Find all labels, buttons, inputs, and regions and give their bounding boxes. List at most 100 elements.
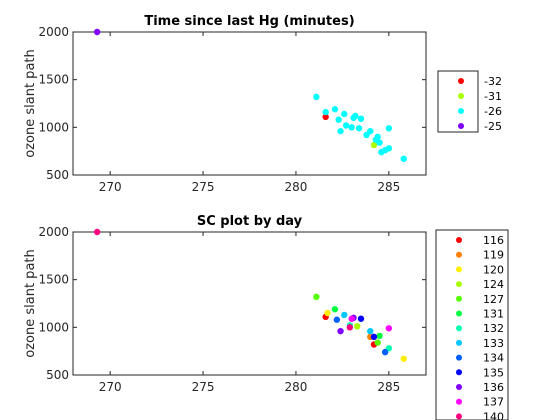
data-point — [376, 139, 383, 146]
legend-marker — [456, 339, 462, 346]
y-tick-label: 1000 — [38, 120, 69, 134]
data-point — [367, 327, 374, 335]
legend-marker — [456, 398, 462, 405]
y-tick-label: 1000 — [38, 320, 69, 334]
data-point — [346, 324, 354, 331]
y-tick-label: 1500 — [38, 73, 69, 87]
x-tick-label: 280 — [284, 380, 307, 394]
x-tick-label: 275 — [192, 380, 215, 394]
x-tick-label: 270 — [99, 180, 122, 194]
plot-area — [72, 231, 427, 376]
y-tick-label: 2000 — [38, 25, 69, 39]
legend-label: 140 — [483, 410, 504, 420]
data-point — [374, 339, 381, 346]
data-point — [335, 116, 342, 123]
chart-title: Time since last Hg (minutes) — [144, 14, 354, 29]
legend-marker — [456, 369, 462, 376]
legend-label: 135 — [483, 366, 504, 379]
data-point — [385, 325, 393, 332]
data-point — [381, 348, 389, 356]
legend: -32 -31 -26 -25 — [437, 70, 502, 133]
data-point — [324, 309, 331, 317]
data-points — [93, 228, 407, 362]
legend-marker — [458, 93, 464, 99]
x-tick-label: 285 — [377, 180, 400, 194]
legend-box — [437, 70, 479, 133]
data-point — [93, 28, 101, 36]
data-point — [357, 115, 365, 122]
y-tick-label: 500 — [46, 368, 69, 382]
data-point — [313, 293, 320, 301]
legend-label: 132 — [483, 322, 504, 335]
data-point — [93, 228, 101, 236]
legend-marker — [458, 108, 464, 114]
data-point — [341, 311, 348, 319]
data-point — [400, 355, 407, 362]
legend-label: -31 — [484, 90, 502, 103]
legend-label: -26 — [484, 105, 502, 118]
data-point — [374, 133, 381, 141]
plot-area — [72, 31, 427, 176]
y-tick-label: 1500 — [38, 273, 69, 287]
legend-label: 124 — [483, 278, 504, 291]
legend-label: 127 — [483, 293, 504, 306]
legend-marker — [456, 266, 462, 273]
data-point — [357, 315, 365, 322]
y-axis-label: ozone slant path — [23, 49, 38, 157]
legend-marker — [456, 384, 462, 390]
y-axis-label: ozone slant path — [23, 249, 38, 357]
data-point — [322, 108, 329, 116]
legend-label: 131 — [483, 308, 504, 321]
data-point — [331, 106, 339, 113]
legend-marker — [456, 325, 462, 332]
legend-marker — [458, 123, 464, 129]
x-tick-label: 285 — [377, 380, 400, 394]
legend-label: -32 — [484, 75, 502, 88]
data-point — [337, 127, 344, 135]
legend-marker — [458, 78, 464, 84]
data-point — [355, 125, 363, 132]
data-point — [313, 93, 320, 101]
data-point — [385, 125, 393, 132]
data-point — [322, 113, 329, 121]
legend-label: 116 — [483, 234, 504, 247]
data-point — [333, 316, 341, 323]
legend-marker — [456, 281, 462, 288]
data-point — [341, 110, 348, 118]
y-tick-label: 2000 — [38, 225, 69, 239]
legend-label: 137 — [483, 396, 504, 409]
legend-label: 119 — [483, 249, 504, 262]
data-point — [370, 141, 378, 149]
legend-marker — [456, 237, 462, 243]
data-point — [370, 333, 378, 341]
data-point — [342, 122, 350, 129]
legend-marker — [456, 251, 462, 258]
legend-marker — [456, 310, 462, 317]
data-point — [400, 155, 407, 162]
legend-marker — [456, 413, 462, 420]
data-point — [337, 327, 344, 335]
data-point — [348, 315, 355, 322]
chart-title: SC plot by day — [197, 214, 303, 229]
x-tick-label: 270 — [99, 380, 122, 394]
legend-box — [435, 229, 509, 420]
data-point — [367, 127, 374, 135]
legend-label: 136 — [483, 381, 504, 394]
data-point — [352, 112, 359, 120]
data-point — [331, 306, 339, 313]
legend-label: 134 — [483, 352, 504, 365]
x-tick-label: 280 — [284, 180, 307, 194]
legend-marker — [456, 295, 462, 302]
x-tick-label: 275 — [192, 180, 215, 194]
data-points — [93, 28, 407, 162]
legend-label: 120 — [483, 263, 504, 276]
data-point — [354, 323, 361, 330]
data-point — [348, 124, 355, 131]
data-point — [385, 145, 393, 152]
data-point — [376, 332, 383, 340]
legend-label: 133 — [483, 337, 504, 350]
